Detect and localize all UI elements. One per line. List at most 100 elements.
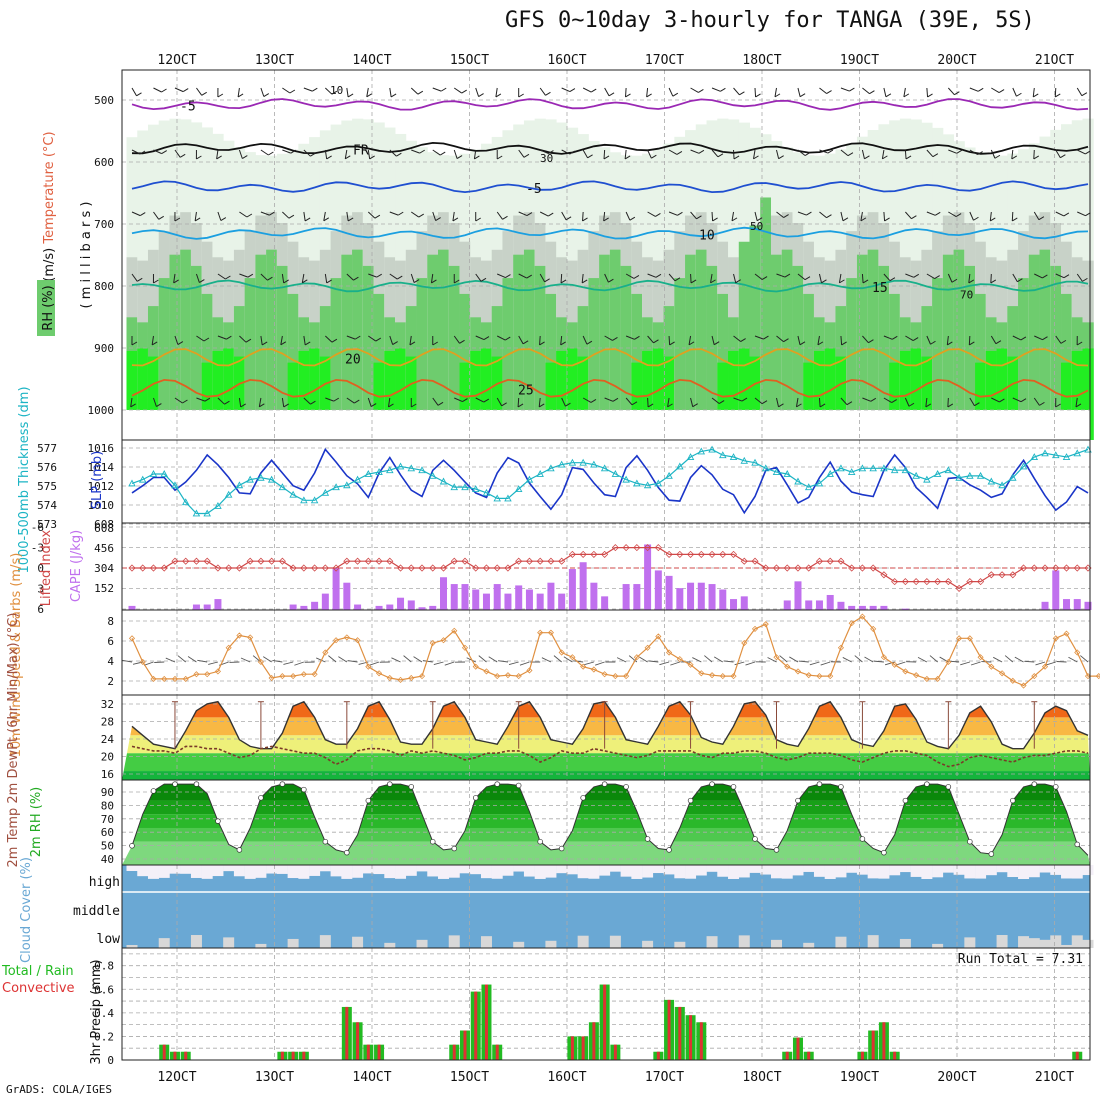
- temperature-contour-label: 15: [872, 281, 888, 296]
- upper-wind-barb: [582, 397, 592, 403]
- cape-tick-label: 152: [94, 582, 114, 595]
- upper-wind-barb: [196, 335, 205, 342]
- rh-shade-bright: [803, 362, 815, 440]
- upper-wind-barb-flag: [688, 341, 695, 346]
- wind10m-point: [365, 663, 372, 670]
- surface-wind-barb: [347, 660, 358, 663]
- thickness-point: [1030, 453, 1039, 460]
- upper-wind-barb: [389, 335, 394, 345]
- upper-wind-barb-flag: [778, 155, 784, 160]
- upper-wind-barb-flag: [526, 274, 533, 279]
- upper-wind-barb-flag: [676, 151, 683, 155]
- upper-wind-barb-flag: [409, 341, 416, 346]
- thickness-point: [955, 473, 963, 481]
- wind10m-point: [526, 667, 533, 674]
- rh2m-point: [236, 847, 243, 853]
- wind10m-point: [633, 654, 640, 661]
- high-cloud-gap: [319, 865, 331, 872]
- rh-shade-bright: [996, 348, 1008, 440]
- upper-wind-barb-flag: [376, 273, 383, 278]
- rh2m-tick-label: 80: [101, 799, 114, 812]
- upper-wind-barb: [1034, 273, 1043, 279]
- surface-wind-barb: [779, 655, 788, 663]
- surface-wind-barb: [553, 655, 562, 663]
- cape-bar: [504, 593, 512, 610]
- precip-ylabel-part: 3hr Precip (mm): [89, 959, 104, 1064]
- high-cloud-gap: [233, 865, 245, 877]
- upper-wind-barb-flag: [1011, 155, 1018, 160]
- upper-wind-barb: [604, 397, 614, 402]
- high-cloud-gap: [846, 865, 858, 873]
- surface-wind-barb: [1080, 655, 1089, 663]
- surface-wind-barb: [648, 660, 659, 663]
- low-cloud-gap: [609, 935, 621, 948]
- precip-convective-bar: [184, 1051, 188, 1060]
- upper-wind-barb-flag: [505, 336, 511, 341]
- surface-wind-barb: [369, 661, 380, 666]
- thickness-point: [224, 490, 233, 498]
- upper-wind-barb: [1077, 149, 1086, 155]
- upper-wind-barb: [174, 87, 184, 93]
- upper-wind-barb-flag: [799, 93, 806, 98]
- upper-wind-barb-flag: [179, 153, 186, 158]
- upper-wind-barb: [753, 149, 756, 159]
- upper-wind-barb-flag: [345, 155, 351, 160]
- upper-wind-barb: [1055, 211, 1065, 217]
- rh2m-tick-label: 90: [101, 786, 114, 799]
- upper-wind-barb: [432, 87, 442, 92]
- low-cloud-gap: [674, 941, 686, 948]
- rh2m-point: [881, 849, 887, 856]
- cape-bar: [687, 582, 695, 610]
- lifted-index-point: [848, 564, 856, 572]
- upper-wind-barb: [239, 211, 248, 218]
- wind10m-point: [805, 672, 812, 679]
- upper-wind-barb: [647, 335, 654, 344]
- high-cloud-gap: [674, 865, 686, 879]
- upper-wind-barb-flag: [753, 155, 759, 160]
- upper-wind-barb-flag: [799, 341, 806, 346]
- upper-wind-barb-flag: [826, 90, 832, 94]
- cape-bar: [343, 582, 351, 610]
- upper-wind-barb-flag: [388, 403, 394, 408]
- cape-bar: [407, 600, 415, 610]
- wind10m-point: [279, 673, 286, 680]
- lifted-index-point: [665, 550, 673, 558]
- surface-wind-barb: [917, 656, 928, 663]
- upper-wind-barb: [582, 149, 589, 159]
- thickness-point: [643, 481, 652, 489]
- temp-band: [122, 735, 1090, 754]
- upper-wind-barb-flag: [217, 93, 224, 98]
- upper-wind-barb-flag: [633, 275, 640, 279]
- upper-wind-barb: [560, 273, 563, 284]
- cape-bar: [332, 567, 340, 610]
- low-cloud-gap: [384, 942, 396, 948]
- upper-wind-barb-flag: [480, 277, 487, 282]
- upper-wind-barb-flag: [331, 338, 338, 343]
- surface-wind-barb: [659, 661, 670, 666]
- upper-wind-barb-flag: [864, 155, 870, 160]
- lifted-index-point: [633, 544, 641, 552]
- rh2m-band: [122, 814, 1090, 828]
- low-cloud-gap: [706, 936, 718, 948]
- wind10m-point: [375, 670, 383, 677]
- upper-wind-barb: [411, 211, 420, 218]
- upper-wind-barb: [776, 273, 786, 278]
- surface-wind-barb: [884, 661, 895, 666]
- thickness-point: [429, 471, 437, 479]
- upper-wind-barb: [1055, 273, 1065, 279]
- temp-band: [122, 753, 1090, 772]
- wind10m-point: [343, 634, 350, 641]
- upper-wind-barb-flag: [947, 403, 954, 408]
- upper-wind-barb: [346, 397, 355, 404]
- upper-wind-barb-flag: [590, 88, 597, 93]
- slp-tick-label: 1012: [88, 480, 115, 493]
- thickness-point: [267, 475, 276, 483]
- upper-wind-barb: [346, 211, 349, 221]
- upper-wind-barb: [561, 149, 570, 155]
- upper-wind-barb-flag: [523, 153, 530, 158]
- low-cloud-gap: [480, 936, 492, 948]
- thickness-point: [149, 470, 158, 477]
- temp2m-tick-label: 20: [101, 751, 114, 764]
- upper-wind-barb: [754, 273, 763, 280]
- precip-convective-bar: [280, 1051, 284, 1060]
